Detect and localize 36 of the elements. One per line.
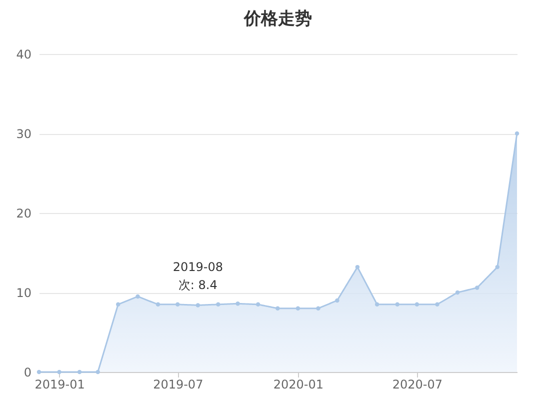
point [514,131,520,136]
point [136,294,140,299]
point [296,306,300,311]
point [236,302,240,306]
y-tick-label: 10 [16,286,32,300]
point [414,302,420,307]
point [256,302,260,307]
x-tick-label: 2019-07 [153,378,204,392]
point [355,264,360,270]
x-tick-label: 2020-01 [273,378,324,392]
point [316,306,320,311]
point [276,306,280,311]
y-tick-label: 20 [16,206,32,220]
point [474,286,480,290]
y-tick-label: 0 [24,366,32,380]
point [116,302,120,307]
point [335,298,340,303]
x-tick-label: 2020-07 [392,378,443,392]
point [96,370,100,374]
annotation: 2019-08 次: 8.4 [172,260,223,292]
point [495,264,500,270]
point [374,302,380,307]
point [196,303,200,308]
y-tick-label: 30 [16,127,32,141]
point [156,302,160,307]
point [176,302,180,307]
point [455,290,460,295]
point [435,302,440,307]
chart-title: 价格走势 [243,9,312,29]
point [77,370,82,374]
point [395,302,400,307]
point [216,302,220,307]
y-tick-label: 40 [16,48,32,62]
x-tick-label: 2019-01 [34,378,85,392]
point [36,370,42,374]
point [57,370,62,374]
